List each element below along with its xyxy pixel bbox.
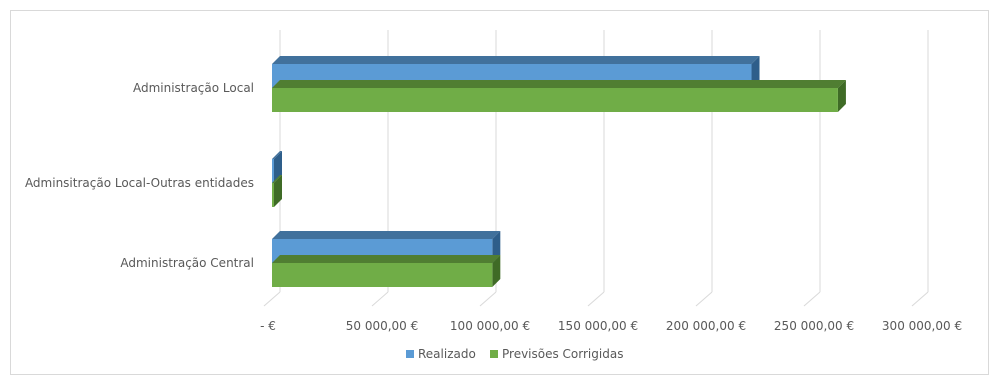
x-tick-label: 50 000,00 €	[346, 319, 419, 333]
gridline-floor	[371, 291, 389, 307]
x-tick-label: 150 000,00 €	[558, 319, 638, 333]
bar	[272, 88, 838, 112]
legend-label: Realizado	[418, 347, 476, 361]
bar-side-face	[492, 255, 501, 287]
bar-top-face	[272, 231, 501, 239]
legend-swatch	[406, 350, 414, 358]
x-tick-label: 200 000,00 €	[666, 319, 746, 333]
gridline-floor	[911, 291, 929, 307]
category-label: Adminsitração Local-Outras entidades	[25, 176, 254, 190]
gridline-floor	[263, 291, 281, 307]
category-label: Administração Local	[133, 81, 254, 95]
category-label: Administração Central	[120, 256, 254, 270]
legend-swatch	[490, 350, 498, 358]
bar	[272, 263, 493, 287]
gridline-floor	[803, 291, 821, 307]
bar-side-face	[837, 80, 846, 112]
bar-top-face	[272, 255, 501, 263]
gridline-floor	[587, 291, 605, 307]
x-tick-label: 300 000,00 €	[882, 319, 962, 333]
gridline-floor	[695, 291, 713, 307]
bar	[272, 183, 274, 207]
bar-side-face	[274, 175, 282, 207]
bar	[272, 159, 274, 183]
bar-top-face	[272, 175, 282, 183]
bar-top-face	[272, 56, 760, 64]
x-tick-label: 100 000,00 €	[450, 319, 530, 333]
legend-label: Previsões Corrigidas	[502, 347, 623, 361]
bar-top-face	[272, 151, 282, 159]
gridline-floor	[479, 291, 497, 307]
x-tick-label: - €	[260, 319, 276, 333]
bar-top-face	[272, 80, 846, 88]
x-tick-label: 250 000,00 €	[774, 319, 854, 333]
